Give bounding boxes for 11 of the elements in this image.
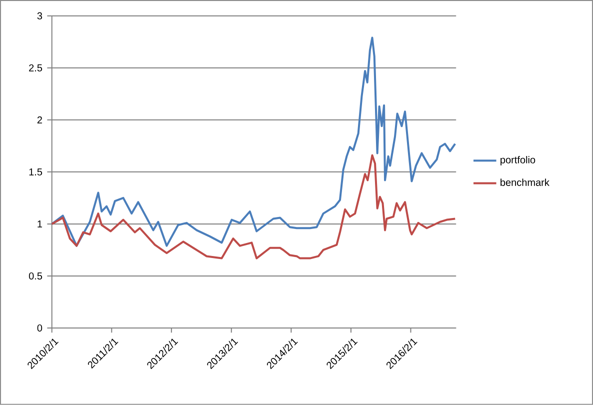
y-tick-label: 1 [38,220,42,228]
y-tick-label: 2.5 [29,64,42,72]
y-tick-label: 0.5 [28,272,42,280]
line-series [50,36,456,247]
y-tick-label: 1.5 [29,168,42,176]
legend-label: benchmark [500,178,550,186]
legend-label: portfolio [500,156,536,166]
y-tick-label: 0 [37,324,42,332]
line-series [50,154,456,260]
y-tick-label: 3 [37,12,42,20]
y-tick-label: 2 [37,116,42,124]
